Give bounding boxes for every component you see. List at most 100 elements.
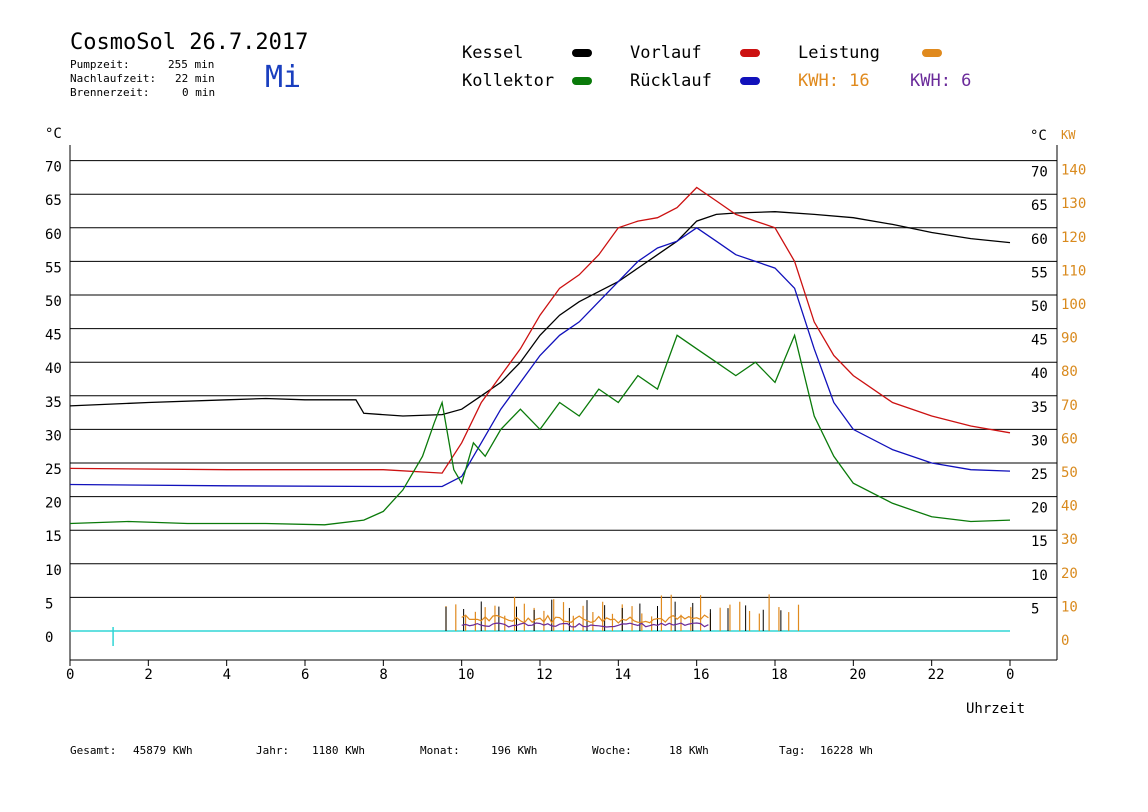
series-line-rcklauf [69, 227, 1011, 488]
x-tick-11: 22 [928, 667, 945, 683]
kwh-total-orange: KWH: 16 [798, 71, 870, 91]
woche-value: 18 KWh [669, 744, 709, 757]
y-tick-right-40: 40 [1031, 366, 1048, 382]
x-axis-label: Uhrzeit [966, 701, 1026, 717]
x-tick-8: 16 [693, 667, 710, 683]
y2-tick-50: 50 [1061, 465, 1078, 481]
series-line-kollektor [69, 333, 1011, 526]
y-tick-right-45: 45 [1031, 333, 1048, 349]
nachlauf-label: Nachlaufzeit: [70, 72, 157, 85]
y-tick-left-45: 45 [45, 328, 62, 344]
leistung-trace [461, 614, 709, 624]
y-tick-right-10: 10 [1031, 568, 1048, 584]
y2-tick-110: 110 [1061, 263, 1086, 279]
y2-tick-0: 0 [1061, 633, 1069, 649]
legend-leistung-label: Leistung [798, 43, 880, 63]
y2-tick-10: 10 [1061, 599, 1078, 615]
y2-tick-90: 90 [1061, 331, 1078, 347]
nachlauf-value: 22 min [175, 72, 215, 85]
y2-tick-70: 70 [1061, 398, 1078, 414]
x-tick-10: 20 [849, 667, 866, 683]
chart-title: CosmoSol 26.7.2017 [70, 30, 309, 55]
series-lines [69, 186, 1011, 526]
y-tick-left-35: 35 [45, 395, 62, 411]
y-tick-left-40: 40 [45, 361, 62, 377]
legend-ruecklauf-label: Rücklauf [630, 71, 712, 91]
y-tick-left-0: 0 [45, 630, 53, 646]
gesamt-label: Gesamt: [70, 744, 117, 757]
x-tick-12: 0 [1006, 667, 1014, 683]
legend-kessel-label: Kessel [462, 43, 524, 63]
pumpzeit-value: 255 min [168, 58, 215, 71]
series-line-vorlauf [69, 186, 1011, 474]
legend-vorlauf-swatch [740, 49, 760, 57]
kwh-trace [461, 622, 709, 628]
y-tick-left-50: 50 [45, 294, 62, 310]
x-tick-7: 14 [614, 667, 631, 683]
y2-tick-130: 130 [1061, 196, 1086, 212]
y-tick-right-55: 55 [1031, 265, 1048, 281]
power-bars [445, 594, 800, 631]
y-tick-right-25: 25 [1031, 467, 1048, 483]
y-tick-left-25: 25 [45, 462, 62, 478]
left-unit-label: °C [45, 126, 62, 142]
jahr-label: Jahr: [256, 744, 290, 757]
y-tick-left-10: 10 [45, 563, 62, 579]
y2-tick-40: 40 [1061, 499, 1078, 515]
x-tick-6: 12 [536, 667, 553, 683]
y2-tick-20: 20 [1061, 566, 1078, 582]
woche-label: Woche: [592, 744, 632, 757]
y-tick-left-70: 70 [45, 160, 62, 176]
y-tick-left-30: 30 [45, 428, 62, 444]
legend-ruecklauf-swatch [740, 77, 760, 85]
x-tick-9: 18 [771, 667, 788, 683]
monat-label: Monat: [420, 744, 460, 757]
right2-unit-label: KW [1061, 128, 1076, 142]
legend-vorlauf-label: Vorlauf [630, 43, 702, 63]
y-tick-left-5: 5 [45, 596, 53, 612]
grid-lines [70, 160, 1057, 646]
y-tick-left-20: 20 [45, 496, 62, 512]
y-tick-right-70: 70 [1031, 165, 1048, 181]
kwh-total-purple: KWH: 6 [910, 71, 972, 91]
y-tick-right-60: 60 [1031, 232, 1048, 248]
tag-value: 16228 Wh [820, 744, 873, 757]
gesamt-value: 45879 KWh [133, 744, 193, 757]
y-tick-right-30: 30 [1031, 433, 1048, 449]
y-tick-left-55: 55 [45, 260, 62, 276]
y-tick-right-50: 50 [1031, 299, 1048, 315]
jahr-value: 1180 KWh [312, 744, 365, 757]
y2-tick-30: 30 [1061, 532, 1078, 548]
y-tick-right-20: 20 [1031, 501, 1048, 517]
x-tick-0: 0 [66, 667, 74, 683]
x-tick-5: 10 [458, 667, 475, 683]
series-line-kessel [69, 211, 1011, 417]
y2-tick-60: 60 [1061, 431, 1078, 447]
monat-value: 196 KWh [491, 744, 538, 757]
legend-leistung-swatch [922, 49, 942, 57]
legend-kollektor-label: Kollektor [462, 71, 555, 91]
y-tick-right-15: 15 [1031, 534, 1048, 550]
y2-tick-140: 140 [1061, 163, 1086, 179]
y-tick-left-60: 60 [45, 227, 62, 243]
y2-tick-120: 120 [1061, 230, 1086, 246]
y2-tick-100: 100 [1061, 297, 1086, 313]
y2-tick-80: 80 [1061, 364, 1078, 380]
tag-label: Tag: [779, 744, 806, 757]
brenner-label: Brennerzeit: [70, 86, 150, 99]
x-tick-4: 8 [379, 667, 387, 683]
y-tick-right-5: 5 [1031, 601, 1039, 617]
legend-kollektor-swatch [572, 77, 592, 85]
x-tick-1: 2 [144, 667, 152, 683]
brenner-value: 0 min [182, 86, 216, 99]
y-tick-left-65: 65 [45, 193, 62, 209]
y-tick-right-65: 65 [1031, 198, 1048, 214]
pumpzeit-label: Pumpzeit: [70, 58, 130, 71]
weekday-label: Mi [265, 60, 302, 95]
right-unit-label: °C [1030, 128, 1047, 144]
legend-kessel-swatch [572, 49, 592, 57]
y-tick-left-15: 15 [45, 529, 62, 545]
x-tick-3: 6 [301, 667, 309, 683]
